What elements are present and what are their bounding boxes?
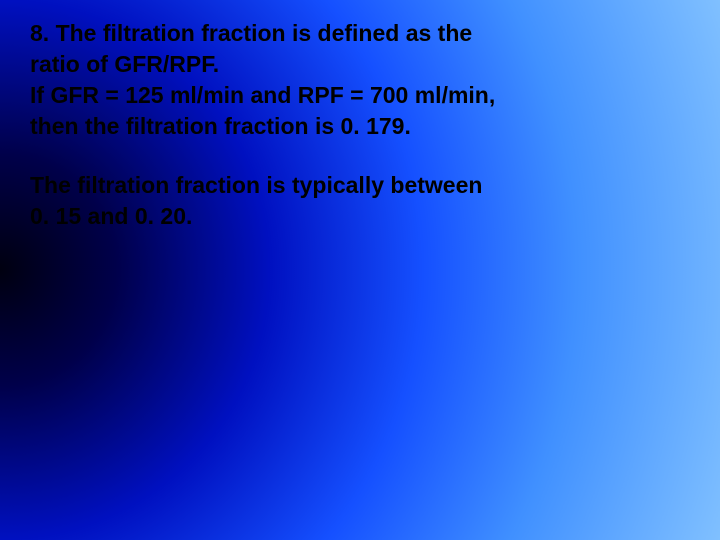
p1-line3: If GFR = 125 ml/min and RPF = 700 ml/min… [30, 82, 495, 108]
p2-line1: The filtration fraction is typically bet… [30, 172, 482, 198]
paragraph-1: 8. The filtration fraction is defined as… [30, 18, 690, 142]
p1-line2: ratio of GFR/RPF. [30, 51, 219, 77]
slide: 8. The filtration fraction is defined as… [0, 0, 720, 540]
p1-line4: then the filtration fraction is 0. 179. [30, 113, 411, 139]
paragraph-2: The filtration fraction is typically bet… [30, 170, 690, 232]
p1-line1: 8. The filtration fraction is defined as… [30, 20, 472, 46]
p2-line2: 0. 15 and 0. 20. [30, 203, 192, 229]
